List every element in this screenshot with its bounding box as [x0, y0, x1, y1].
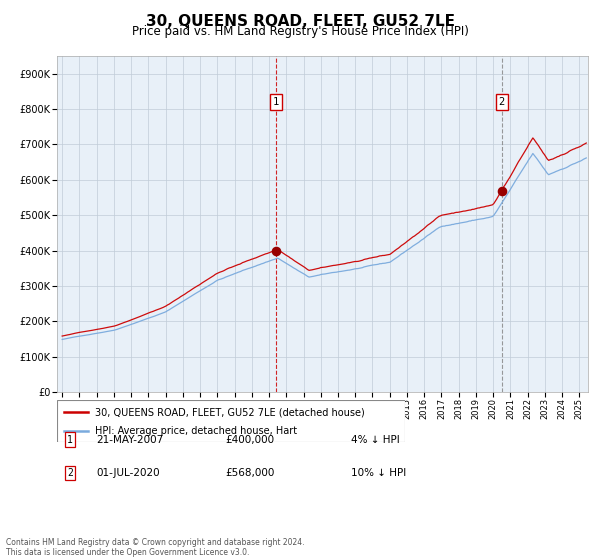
FancyBboxPatch shape [57, 400, 405, 442]
Text: 1: 1 [67, 435, 73, 445]
Text: HPI: Average price, detached house, Hart: HPI: Average price, detached house, Hart [95, 426, 298, 436]
Text: 2: 2 [499, 97, 505, 107]
Text: £568,000: £568,000 [225, 468, 274, 478]
Text: 10% ↓ HPI: 10% ↓ HPI [351, 468, 406, 478]
Point [271, 246, 281, 255]
Text: 1: 1 [272, 97, 279, 107]
Text: 4% ↓ HPI: 4% ↓ HPI [351, 435, 400, 445]
Text: Contains HM Land Registry data © Crown copyright and database right 2024.
This d: Contains HM Land Registry data © Crown c… [6, 538, 305, 557]
Text: Price paid vs. HM Land Registry's House Price Index (HPI): Price paid vs. HM Land Registry's House … [131, 25, 469, 38]
Text: 30, QUEENS ROAD, FLEET, GU52 7LE: 30, QUEENS ROAD, FLEET, GU52 7LE [146, 14, 455, 29]
Text: 01-JUL-2020: 01-JUL-2020 [96, 468, 160, 478]
Point [497, 186, 506, 195]
Text: 21-MAY-2007: 21-MAY-2007 [96, 435, 163, 445]
Text: 30, QUEENS ROAD, FLEET, GU52 7LE (detached house): 30, QUEENS ROAD, FLEET, GU52 7LE (detach… [95, 407, 365, 417]
Text: £400,000: £400,000 [225, 435, 274, 445]
Text: 2: 2 [67, 468, 73, 478]
